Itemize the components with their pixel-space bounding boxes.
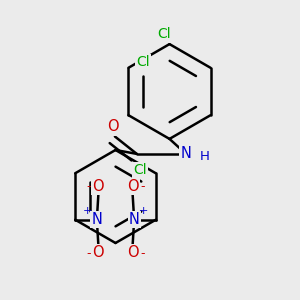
Text: -: - xyxy=(86,180,91,193)
Text: O: O xyxy=(92,245,104,260)
Text: N: N xyxy=(181,146,191,161)
Text: O: O xyxy=(127,179,139,194)
Text: O: O xyxy=(108,119,119,134)
Text: -: - xyxy=(140,247,145,260)
Text: Cl: Cl xyxy=(136,56,150,69)
Text: Cl: Cl xyxy=(157,28,171,41)
Text: N: N xyxy=(129,212,140,227)
Text: +: + xyxy=(83,206,92,216)
Text: +: + xyxy=(139,206,148,216)
Text: H: H xyxy=(200,150,209,163)
Text: O: O xyxy=(127,245,139,260)
Text: -: - xyxy=(86,247,91,260)
Text: N: N xyxy=(92,212,102,227)
Text: Cl: Cl xyxy=(134,163,147,177)
Text: -: - xyxy=(140,180,145,193)
Text: O: O xyxy=(92,179,104,194)
